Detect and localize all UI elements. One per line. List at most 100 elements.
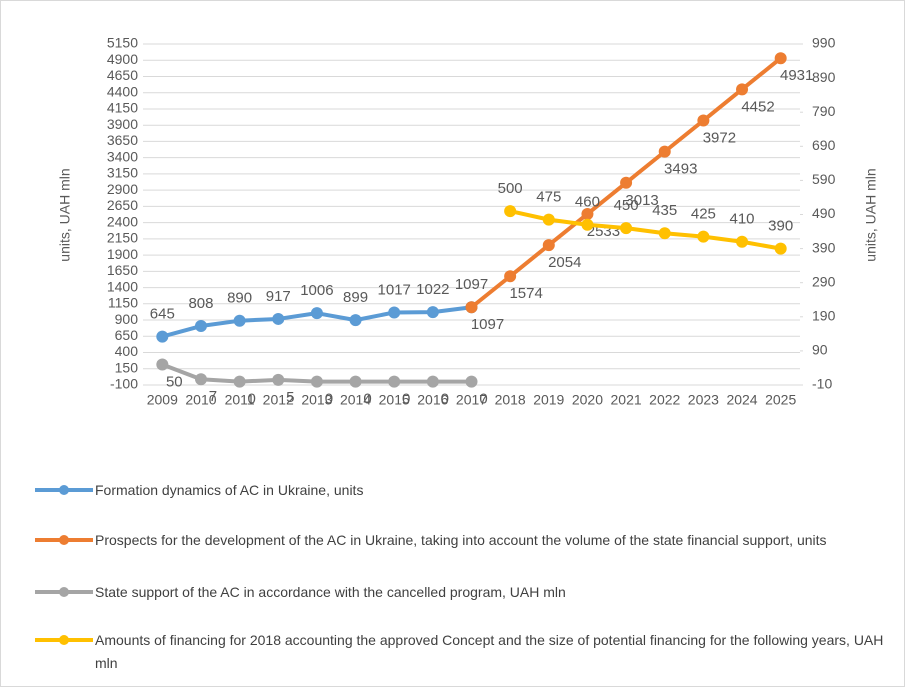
x-tick-label: 2025 [765,392,796,408]
data-label: 3013 [625,192,658,209]
x-tick-label: 2014 [340,392,371,408]
data-label: 390 [768,218,793,235]
data-label: 1022 [416,281,449,298]
y-tick-label: 2150 [107,230,138,246]
x-tick-label: 2015 [379,392,410,408]
series-marker [658,227,671,240]
series-marker [620,222,633,235]
y-tick-label: 150 [115,359,139,375]
y-tick-label: 4150 [107,100,138,116]
x-tick-label: 2023 [688,392,719,408]
series-marker [194,320,207,333]
y-tick-label: 2900 [107,181,138,197]
series-marker [504,205,517,218]
series-marker [465,375,478,388]
x-tick-label: 2017 [456,392,487,408]
y-tick-label: 1900 [107,246,138,262]
y-tick-label: 3650 [107,132,138,148]
y-tick-label: 400 [115,343,139,359]
y-tick-label: 650 [115,327,139,343]
y-tick-label: 3900 [107,116,138,132]
data-label: 645 [150,306,175,323]
data-label: 0 [325,391,333,408]
series-marker [504,270,517,283]
legend-label: State support of the AC in accordance wi… [95,584,566,600]
data-label: 1006 [300,282,333,299]
y-tick-label: 1150 [108,295,138,311]
series-marker [272,312,285,325]
data-label: 50 [166,374,183,391]
y-tick-label: 1400 [107,278,138,294]
y2-tick-label: 190 [812,308,836,324]
x-tick-label: 2024 [726,392,757,408]
y2-tick-label: 490 [812,205,836,221]
series-marker [426,375,439,388]
data-label: 5 [286,389,294,406]
series-line [509,209,782,251]
legend-label: Prospects for the development of the AC … [95,532,827,548]
y-tick-label: 900 [115,311,139,327]
x-tick-label: 2011 [225,392,255,408]
series-marker [620,176,633,189]
x-tick-label: 2010 [185,392,216,408]
x-tick-label: 2012 [263,392,294,408]
data-label: 425 [691,206,716,223]
series-marker [736,83,749,96]
series-marker [194,373,207,386]
x-tick-label: 2022 [649,392,680,408]
series-marker [156,358,169,371]
data-label: 2054 [548,254,581,271]
legend-marker [59,587,69,597]
y2-tick-label: 290 [812,273,836,289]
series-marker [388,306,401,319]
data-label: 0 [441,391,449,408]
series-marker [233,314,246,327]
y-tick-label: 3400 [107,148,138,164]
series-marker [310,307,323,320]
y2-tick-label: 90 [812,342,828,358]
x-tick-label: 2019 [533,392,564,408]
y-tick-label: 1650 [107,262,138,278]
y-tick-label: 2400 [107,213,138,229]
series-marker [581,218,594,231]
data-label: 475 [536,189,561,206]
y2-tick-label: 990 [812,35,836,51]
y-tick-label: 4400 [107,83,138,99]
data-label: 0 [402,391,410,408]
data-label: 890 [227,290,252,307]
x-tick-label: 2013 [301,392,332,408]
data-label: 7 [209,388,217,405]
series-marker [349,314,362,327]
data-label: 410 [730,211,755,228]
x-tick-label: 2018 [495,392,526,408]
data-label: 450 [614,197,639,214]
data-label: 1017 [378,281,411,298]
series-marker [465,301,478,314]
data-label: 500 [498,180,523,197]
y2-tick-label: 590 [812,171,836,187]
data-label: 460 [575,194,600,211]
y-tick-label: 4900 [107,51,138,67]
series-marker [233,375,246,388]
series-marker [736,235,749,248]
x-tick-label: 2009 [147,392,178,408]
data-label: 0 [479,391,487,408]
series-marker [349,375,362,388]
y2-axis-label: units, UAH mln [863,168,879,261]
series-marker [310,375,323,388]
y2-tick-label: 390 [812,239,836,255]
series-marker [388,375,401,388]
data-label: 4452 [741,98,774,115]
y-tick-label: 2650 [107,197,138,213]
series-marker [542,239,555,252]
data-label: 0 [247,391,255,408]
data-label: 435 [652,202,677,219]
series-marker [542,213,555,226]
y-axis-label: units, UAH mln [57,168,73,261]
y-tick-label: 5150 [107,35,138,51]
data-label: 899 [343,289,368,306]
y-tick-label: 3150 [107,165,138,181]
legend-marker [59,535,69,545]
data-label: 917 [266,288,291,305]
